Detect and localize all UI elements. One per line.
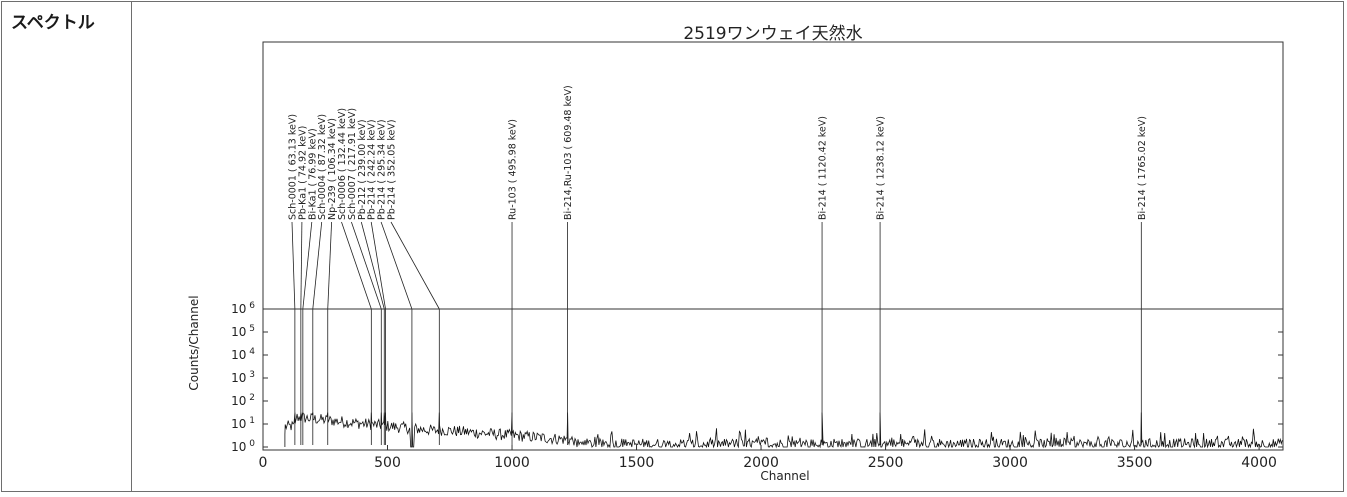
x-tick-label-4: 2000: [743, 455, 779, 471]
peak-label-9: Pb-214 ( 295.34 keV): [377, 119, 388, 220]
peak-leader-3: [312, 221, 323, 310]
peak-leader-8: [370, 221, 386, 310]
row-label: スペクトル: [11, 13, 95, 33]
peak-label-11: Ru-103 ( 495.98 keV): [508, 119, 519, 220]
peak-label-3: Sch-0004 ( 87.32 keV): [317, 114, 328, 220]
peak-label-4: Np-239 ( 106.34 keV): [327, 118, 338, 220]
chart-title: 2519ワンウェイ天然水: [683, 24, 862, 44]
peak-label-15: Bi-214 ( 1765.02 keV): [1137, 116, 1148, 220]
peak-label-7: Pb-212 ( 239.00 keV): [357, 119, 368, 220]
row-label-cell: スペクトル: [2, 2, 132, 491]
x-tick-label-1: 500: [374, 455, 401, 471]
peak-leader-4: [327, 221, 332, 310]
peak-label-1: Pb-Ka1 ( 74.92 keV): [297, 126, 308, 220]
x-axis-label: Channel: [760, 469, 809, 483]
peak-leader-6: [351, 221, 382, 310]
y-tick-label-3: 10 3: [231, 370, 255, 385]
x-tick-label-2: 1000: [494, 455, 530, 471]
peak-leader-7: [360, 221, 385, 310]
peak-label-2: Bi-Ka1 ( 76.99 keV): [307, 128, 318, 220]
spectrum-chart: 2519ワンウェイ天然水 Counts/Channel Channel Sch-…: [187, 24, 1284, 483]
x-tick-label-7: 3500: [1117, 455, 1153, 471]
spectrum-chart-area: 2519ワンウェイ天然水 Counts/Channel Channel Sch-…: [133, 2, 1344, 491]
peak-leader-9: [380, 221, 413, 310]
x-tick-label-0: 0: [259, 455, 268, 471]
peak-label-8: Pb-214 ( 242.24 keV): [367, 119, 378, 220]
y-axis-label: Counts/Channel: [187, 295, 201, 390]
x-tick-label-3: 1500: [619, 455, 655, 471]
y-tick-label-4: 10 4: [231, 347, 255, 362]
peak-label-5: Sch-0006 ( 132.44 keV): [337, 108, 348, 220]
peak-label-13: Bi-214 ( 1120.42 keV): [818, 116, 829, 220]
peak-leader-0: [291, 221, 296, 310]
peak-leader-5: [341, 221, 372, 310]
peak-label-10: Pb-214 ( 352.05 keV): [387, 119, 398, 220]
peak-leader-2: [302, 221, 313, 310]
y-tick-label-2: 10 2: [231, 393, 255, 408]
y-tick-label-0: 10 0: [231, 439, 255, 454]
y-tick-label-5: 10 5: [231, 324, 255, 339]
x-tick-label-5: 2500: [868, 455, 904, 471]
peak-leader-10: [390, 221, 440, 310]
spectrum-trace: [284, 411, 1283, 449]
y-tick-label-1: 10 1: [231, 416, 255, 431]
peak-label-0: Sch-0001 ( 63.13 keV): [288, 114, 299, 220]
plot-frame: [262, 41, 1284, 451]
x-tick-label-8: 4000: [1241, 455, 1277, 471]
peak-leader-1: [300, 221, 303, 310]
x-tick-label-6: 3000: [992, 455, 1028, 471]
y-tick-label-6: 10 6: [231, 301, 255, 316]
peak-label-14: Bi-214 ( 1238.12 keV): [876, 116, 887, 220]
peak-label-6: Sch-0007 ( 217.91 keV): [347, 108, 358, 220]
peak-label-12: Bi-214,Ru-103 ( 609.48 keV): [563, 85, 574, 220]
